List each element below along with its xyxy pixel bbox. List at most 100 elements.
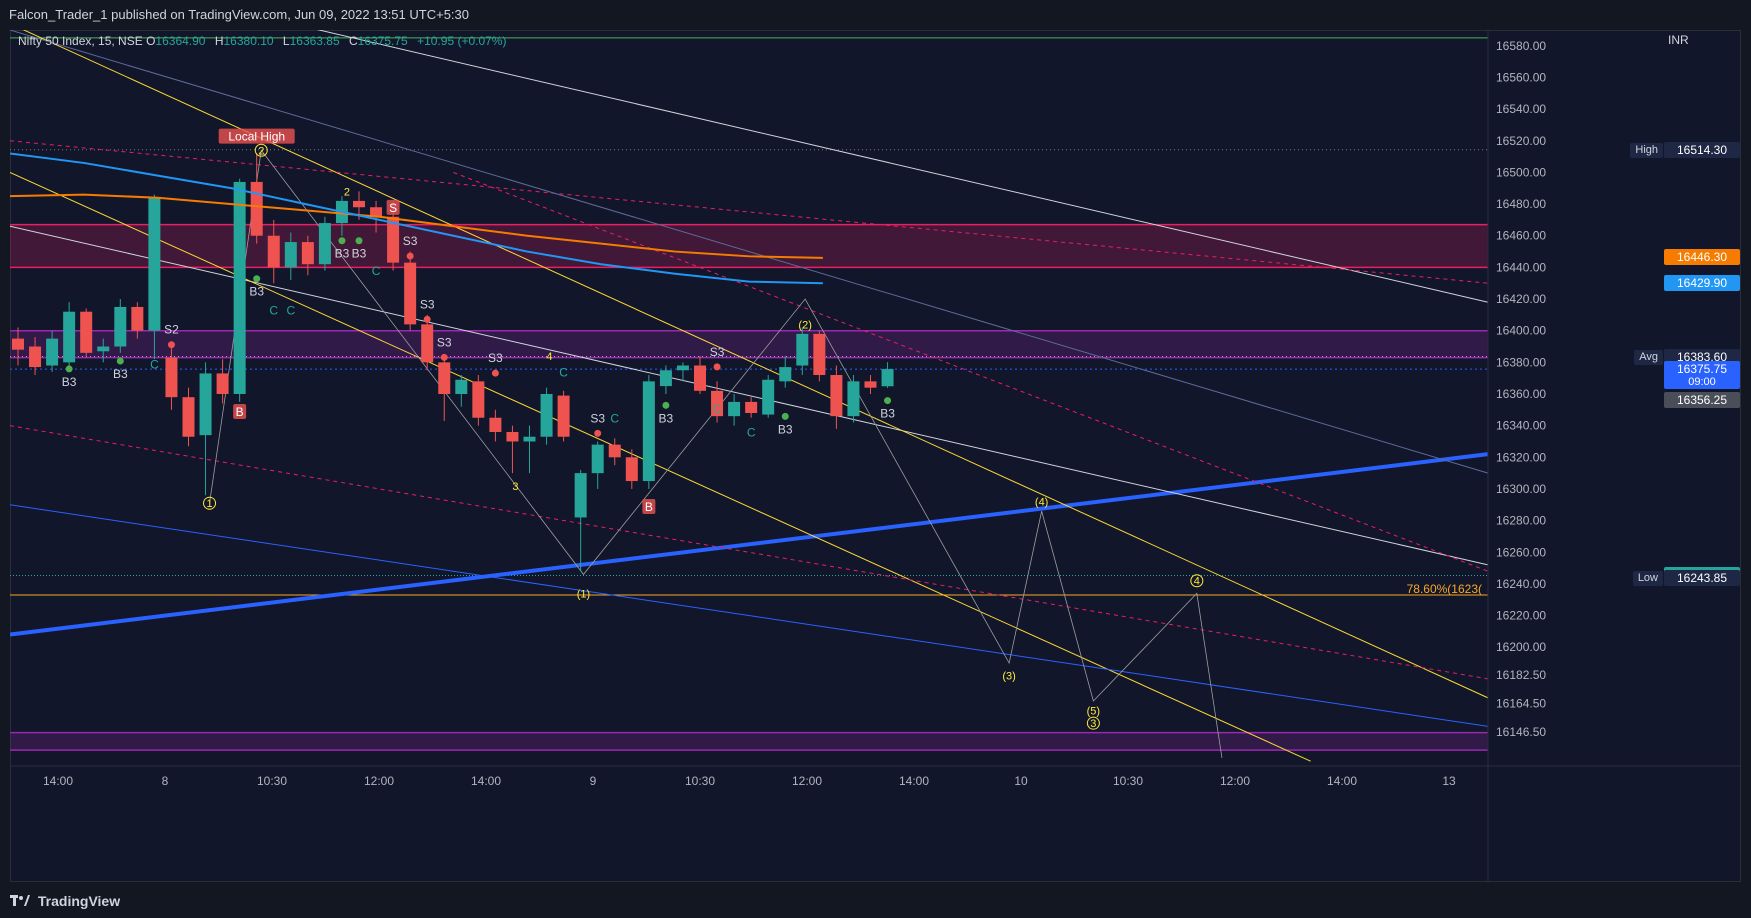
candle-body [796,333,809,366]
candle-body [659,370,672,387]
y-tick-label: 16220.00 [1496,609,1546,623]
y-tick-label: 16240.00 [1496,577,1546,591]
price-tag: 16514.30 [1664,141,1740,158]
annotation-label: S3 [590,411,605,425]
candle-body [421,324,434,363]
wave-circle [203,496,217,510]
publisher-header: Falcon_Trader_1 published on TradingView… [9,7,469,22]
currency-label[interactable]: INR [1668,33,1689,47]
annotation-label: B3 [778,422,793,436]
annotation-badge [233,403,247,419]
sell-dot [713,363,721,371]
x-tick-label: 14:00 [43,774,73,788]
y-tick-label: 16540.00 [1496,102,1546,116]
candle-body [557,395,570,437]
x-tick-label: 12:00 [792,774,822,788]
sell-dot [491,369,499,377]
annotation-label: B3 [113,367,128,381]
annotation-label: B3 [62,375,77,389]
wave-zigzag [209,149,1223,759]
ohlc-open: 16364.90 [155,34,206,48]
candle-body [591,444,604,474]
candle-body [29,346,42,368]
candle-body [694,365,706,391]
wave-label: 2 [258,145,264,157]
candle-body [608,444,621,458]
chart-frame[interactable] [10,30,1741,882]
sell-dot [440,353,448,361]
x-tick-label: 14:00 [1327,774,1357,788]
y-tick-label: 16320.00 [1496,450,1546,464]
wave-label: 4 [1194,576,1200,588]
candle-body [387,216,400,263]
side-label-low: Low [1632,570,1663,586]
annotation-label: S3 [710,345,725,359]
symbol-legend[interactable]: Nifty 50 Index, 15, NSE O16364.90 H16380… [18,34,512,48]
tradingview-footer[interactable]: TradingView [10,888,120,914]
candle-body [12,338,24,350]
tradingview-logo-icon [10,889,30,915]
wave-label: (1) [577,588,590,600]
annotation-label: Local High [228,130,285,144]
zone-resistance [10,330,1488,358]
x-tick-label: 13 [1442,774,1456,788]
annotation-label: S2 [164,323,179,337]
symbol-name: Nifty 50 Index, 15, NSE [18,34,143,48]
candle-body [46,338,59,366]
candle-body [506,431,519,442]
candle-body [438,362,451,394]
candle-body [250,181,263,236]
annotation-label: B3 [880,407,895,421]
candle-body [199,373,212,436]
candle-body [233,181,246,394]
price-tag: 16429.90 [1664,275,1740,292]
annotation-label: B3 [659,411,674,425]
price-tag: 16375.75 09:00 [1664,361,1740,390]
candle-body [63,311,76,363]
candle-body [455,379,468,394]
y-tick-label: 16182.50 [1496,668,1546,682]
candle-body [813,333,826,376]
x-tick-label: 9 [590,774,597,788]
y-tick-label: 16380.00 [1496,355,1546,369]
red-dashed-line-2 [10,425,1489,680]
annotation-label: S3 [437,335,452,349]
y-tick-label: 16164.50 [1496,696,1546,710]
sell-dot [406,252,414,260]
x-tick-label: 8 [162,774,169,788]
candle-body [523,436,536,442]
candle-body [489,417,502,432]
candle-body [182,397,195,437]
sell-dot [167,341,175,349]
candle-body [779,367,792,382]
y-tick-label: 16420.00 [1496,292,1546,306]
x-tick-label: 12:00 [364,774,394,788]
candle-body [711,390,724,417]
ohlc-close: 16375.75 [357,34,408,48]
buy-dot [65,365,73,373]
candle-body [676,365,689,371]
annotation-label: B [236,405,244,419]
y-tick-label: 16460.00 [1496,229,1546,243]
ohlc-low-label: L [282,34,290,48]
candle-body [728,401,741,417]
white-trend-line-lower [10,225,1489,566]
candle-body [148,197,161,331]
buy-dot [116,357,124,365]
candle-body [540,394,553,437]
y-tick-label: 16480.00 [1496,197,1546,211]
y-tick-label: 16340.00 [1496,419,1546,433]
wave-label: 4 [546,351,552,363]
buy-dot [662,401,670,409]
candle-body [97,346,110,352]
candle-body [745,401,758,413]
candle-body [472,381,485,418]
candle-body [301,242,314,265]
wave-label: 1 [206,498,212,510]
candle-body [404,262,417,325]
candle-body [847,381,860,417]
price-tag: 16446.30 [1664,249,1740,266]
y-tick-label: 16400.00 [1496,324,1546,338]
candle-body [353,200,365,208]
